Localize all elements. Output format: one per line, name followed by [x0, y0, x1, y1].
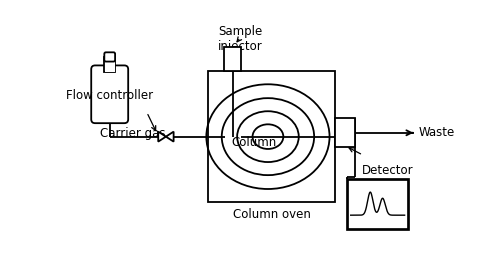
Polygon shape [158, 132, 166, 142]
Bar [208, 71, 335, 202]
Text: Detector: Detector [362, 164, 413, 177]
Text: Carrier gas: Carrier gas [101, 127, 166, 140]
FancyBboxPatch shape [91, 65, 128, 123]
Bar [335, 118, 355, 147]
Bar [347, 179, 408, 229]
Text: Column: Column [231, 136, 277, 149]
Text: Waste: Waste [418, 126, 455, 139]
Bar [104, 57, 115, 72]
Polygon shape [166, 132, 174, 142]
Text: Flow controller: Flow controller [66, 89, 153, 102]
Text: Sample
injector: Sample injector [218, 25, 263, 53]
Text: Column oven: Column oven [233, 208, 311, 221]
Bar [225, 47, 242, 71]
Bar [105, 57, 115, 72]
FancyBboxPatch shape [104, 52, 115, 61]
